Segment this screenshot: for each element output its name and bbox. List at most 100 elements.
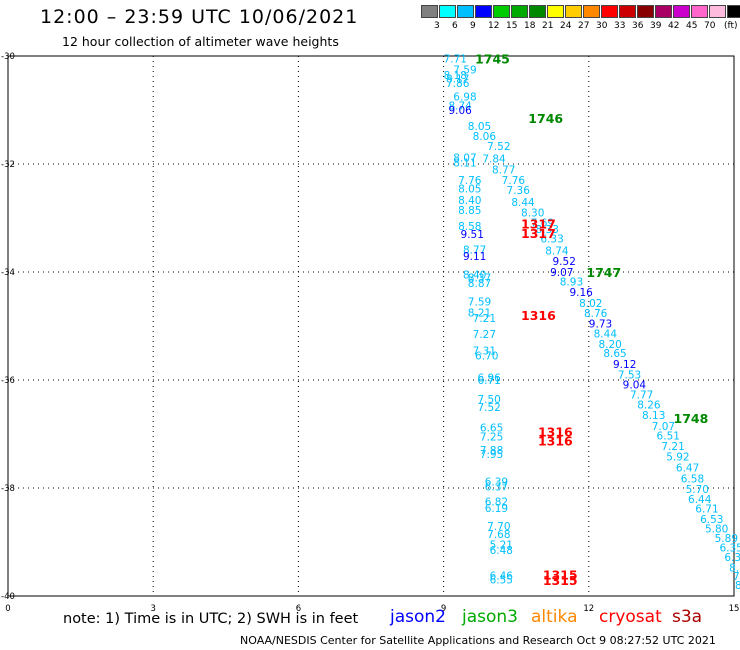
color-scale-label: 36 (632, 21, 644, 31)
x-tick-label: 0 (5, 604, 10, 614)
wave-height-label: 7.68 (487, 529, 510, 541)
wave-height-label: 7.52 (487, 141, 510, 153)
wave-height-label: 8.44 (511, 197, 535, 209)
wave-height-label: 8.13 (642, 410, 665, 422)
y-tick-label: -32 (1, 160, 15, 170)
x-tick-label: 12 (583, 604, 594, 614)
wave-height-label: 9.07 (550, 267, 573, 279)
wave-height-label: 9.11 (463, 251, 486, 263)
x-tick-label: 15 (729, 604, 740, 614)
color-scale-swatch (726, 5, 740, 18)
wave-height-label: 8.17 (446, 74, 469, 86)
wave-height-label: 6.44 (688, 494, 712, 506)
color-scale-swatch (510, 5, 529, 18)
pass-time-label: 1747 (586, 265, 621, 280)
wave-height-label: 6.71 (695, 504, 718, 516)
footer-note: note: 1) Time is in UTC; 2) SWH is in fe… (63, 611, 359, 627)
wave-height-label: 7.76 (502, 175, 526, 187)
wave-height-label: 6.30 (724, 552, 740, 564)
color-scale-bar (421, 5, 740, 18)
wave-height-label: 8.40 (458, 195, 481, 207)
wave-height-label: 8.44 (594, 329, 618, 341)
color-scale-label: 70 (704, 21, 716, 31)
wave-height-label: 9.16 (569, 287, 593, 299)
x-tick-label: 3 (150, 604, 155, 614)
wave-height-label: 8.21 (468, 308, 491, 320)
wave-height-label: 8.05 (458, 183, 481, 195)
color-scale-swatch (492, 5, 511, 18)
pass-time-label: 1745 (475, 52, 510, 67)
wave-height-label: 6.98 (453, 92, 476, 104)
color-scale-swatch (636, 5, 654, 18)
color-scale-swatch (600, 5, 618, 18)
y-tick-label: -30 (1, 52, 15, 62)
wave-height-label: 8.85 (458, 205, 481, 217)
wave-height-label: 7.77 (630, 390, 653, 402)
wave-height-label: 6.46 (490, 570, 514, 582)
wave-height-label: 5.80 (705, 524, 728, 536)
wave-height-label: 9.04 (623, 379, 647, 391)
wave-height-label: 9.52 (553, 256, 576, 268)
wave-height-label: 6.51 (657, 431, 680, 443)
wave-height-label: 7.53 (618, 370, 641, 382)
wave-height-label: 7.50 (477, 394, 500, 406)
color-scale-swatch (708, 5, 726, 18)
satellite-legend-item: cryosat (599, 607, 662, 627)
color-scale-label: 39 (650, 21, 662, 31)
wave-height-label: 6.33 (540, 234, 563, 246)
wave-height-label: 7.75 (733, 571, 740, 583)
plot-frame (7, 55, 735, 597)
color-scale-label: 30 (596, 21, 608, 31)
color-scale-label: 33 (614, 21, 626, 31)
color-scale-swatch (582, 5, 600, 18)
wave-height-label: 7.71 (444, 54, 467, 66)
pass-time-label: 1317 (521, 226, 556, 241)
pass-time-label: 1315 (543, 573, 578, 588)
color-scale-label: 21 (542, 21, 554, 31)
wave-height-label: 8.18 (729, 562, 740, 574)
color-scale-label: 27 (578, 21, 590, 31)
color-scale-label: 24 (560, 21, 572, 31)
wave-height-label: 8.11 (453, 157, 476, 169)
pass-time-label: 1316 (538, 433, 573, 448)
wave-height-label: 9.12 (613, 359, 636, 371)
wave-height-label: 5.21 (490, 540, 513, 552)
color-scale-label: 12 (488, 21, 500, 31)
wave-height-label: 8.37 (468, 272, 491, 284)
wave-height-label: 8.77 (463, 244, 486, 256)
color-scale-swatch (474, 5, 493, 18)
wave-height-label: 8.74 (448, 101, 472, 113)
color-scale-swatch (564, 5, 582, 18)
pass-time-label: 1748 (674, 411, 709, 426)
pass-time-label: 1746 (528, 111, 563, 126)
wave-height-label: 7.95 (480, 449, 503, 461)
wave-height-label: 8.40 (463, 270, 486, 282)
wave-height-label: 8.65 (603, 348, 626, 360)
color-scale-label: 15 (506, 21, 518, 31)
wave-height-label: 9.51 (461, 229, 484, 241)
wave-height-label: 7.52 (477, 402, 500, 414)
wave-height-label: 6.47 (676, 462, 699, 474)
wave-height-label: 7.70 (487, 521, 510, 533)
satellite-legend-item: s3a (672, 607, 703, 627)
color-scale-label: 42 (668, 21, 680, 31)
wave-height-label: 7.59 (468, 297, 491, 309)
wave-height-label: 7.84 (482, 154, 506, 166)
wave-height-label: 8.87 (468, 278, 491, 290)
color-scale-swatch (421, 5, 439, 18)
wave-height-label: 8.18 (444, 70, 467, 82)
wave-height-label: 5.70 (686, 484, 709, 496)
color-scale-label: (ft) (724, 21, 738, 31)
x-tick-label: 9 (441, 604, 446, 614)
y-tick-label: -40 (1, 592, 15, 602)
y-tick-label: -34 (1, 268, 15, 278)
color-scale-swatch (618, 5, 636, 18)
wave-height-label: 6.53 (700, 514, 723, 526)
wave-height-label: 6.55 (490, 574, 513, 586)
wave-height-label: 8.07 (453, 153, 476, 165)
wave-height-label: 8.30 (521, 208, 544, 220)
wave-height-label: 6.65 (480, 423, 503, 435)
pass-time-label: 1316 (538, 424, 573, 439)
satellite-legend-item: altika (531, 607, 578, 627)
